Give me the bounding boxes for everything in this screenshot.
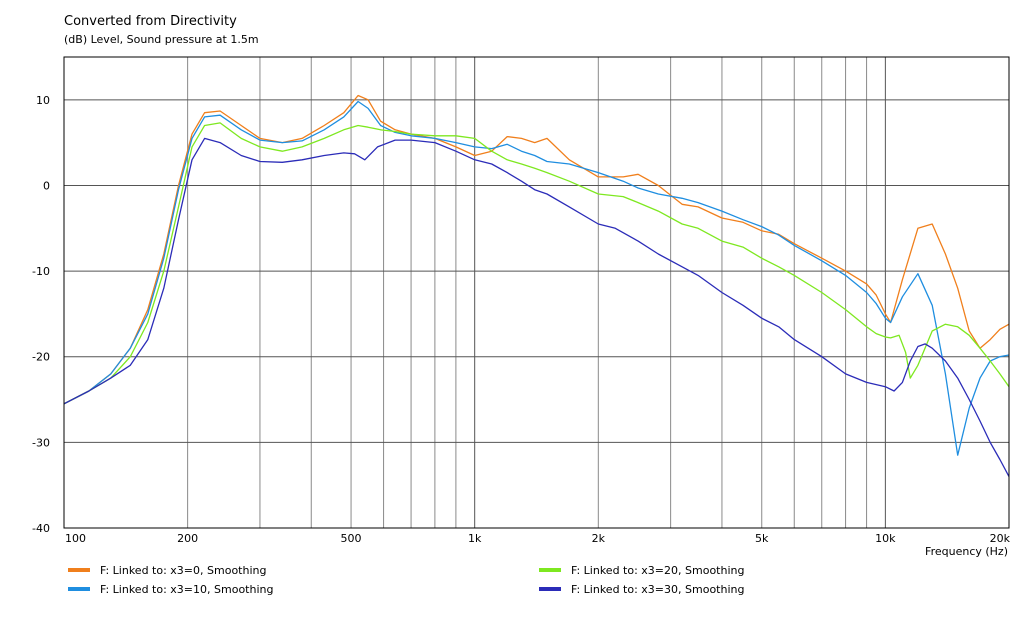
legend-label: F: Linked to: x3=20, Smoothing	[571, 564, 744, 577]
y-tick-label: -30	[32, 436, 50, 449]
x-tick-label: 100	[65, 532, 86, 545]
legend-swatch	[539, 568, 561, 572]
series-line-2	[63, 122, 1010, 405]
legend-swatch	[68, 587, 90, 591]
x-axis-label: Frequency (Hz)	[925, 545, 1008, 558]
legend-swatch	[68, 568, 90, 572]
x-tick-label: 20k	[990, 532, 1011, 545]
legend-label: F: Linked to: x3=0, Smoothing	[100, 564, 266, 577]
legend-label: F: Linked to: x3=30, Smoothing	[571, 583, 744, 596]
x-tick-label: 5k	[755, 532, 769, 545]
plot-frame	[63, 56, 1010, 529]
chart-title: Converted from Directivity	[64, 14, 237, 29]
y-tick-labels: 10 0 -10 -20 -30 -40	[32, 94, 50, 535]
x-tick-labels: 100 200 500 1k 2k 5k 10k 20k	[65, 532, 1011, 545]
x-tick-label: 2k	[592, 532, 606, 545]
x-tick-label: 1k	[468, 532, 482, 545]
chart-subtitle: (dB) Level, Sound pressure at 1.5m	[64, 33, 259, 46]
series-line-3	[63, 137, 1010, 477]
series-line-0	[63, 94, 1010, 405]
y-tick-label: -40	[32, 522, 50, 535]
legend: F: Linked to: x3=0, Smoothing F: Linked t…	[68, 564, 744, 596]
x-tick-label: 500	[341, 532, 362, 545]
x-tick-label: 10k	[875, 532, 896, 545]
curves-layer	[63, 94, 1010, 477]
y-tick-label: 0	[43, 179, 50, 192]
x-tick-label: 200	[177, 532, 198, 545]
y-tick-label: -10	[32, 265, 50, 278]
y-tick-label: -20	[32, 351, 50, 364]
legend-swatch	[539, 587, 561, 591]
y-tick-label: 10	[36, 94, 50, 107]
series-line-1	[63, 100, 1010, 456]
legend-label: F: Linked to: x3=10, Smoothing	[100, 583, 273, 596]
